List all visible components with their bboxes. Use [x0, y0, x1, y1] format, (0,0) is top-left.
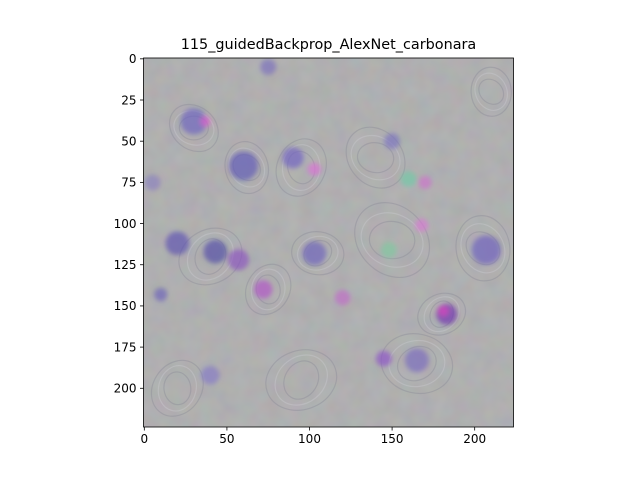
y-tick-label: 50 [121, 134, 136, 148]
feature-blob [380, 241, 397, 258]
feature-blob [404, 348, 429, 373]
feature-blob [227, 249, 250, 271]
feature-blob [154, 287, 168, 301]
y-tick-label: 125 [114, 258, 137, 272]
x-axis: 0 50 100 150 200 [141, 427, 486, 446]
swirl [178, 227, 243, 286]
y-tick-label: 25 [121, 93, 136, 107]
feature-blob [400, 171, 417, 188]
y-tick-label: 150 [114, 299, 137, 313]
figure-title: 115_guidedBackprop_AlexNet_carbonara [181, 37, 477, 53]
swirl [244, 263, 292, 316]
feature-blob [180, 108, 208, 135]
x-tick-label: 100 [298, 432, 321, 446]
y-tick-label: 100 [114, 217, 137, 231]
swirl [150, 359, 204, 417]
feature-blob [384, 133, 401, 150]
feature-blob [282, 147, 304, 169]
feature-blob [471, 235, 501, 265]
feature-blob [438, 305, 449, 317]
feature-blob [165, 231, 190, 256]
y-tick-label: 0 [129, 52, 137, 66]
feature-blob [375, 350, 392, 367]
swirl [470, 66, 512, 117]
feature-blob [307, 162, 322, 176]
y-axis: 0 25 50 75 100 125 150 175 200 [114, 52, 144, 396]
feature-blob [254, 280, 273, 299]
feature-blob [144, 174, 161, 191]
feature-blob [260, 59, 277, 75]
feature-blob [201, 365, 220, 385]
x-tick-label: 200 [463, 432, 486, 446]
x-tick-label: 150 [381, 432, 404, 446]
feature-blob [415, 218, 429, 232]
y-tick-label: 200 [114, 382, 137, 396]
feature-blob [203, 239, 228, 264]
swirl [265, 349, 338, 411]
y-tick-label: 75 [121, 176, 136, 190]
swirl [354, 202, 431, 279]
feature-blob [302, 241, 327, 266]
swirl [455, 215, 511, 282]
feature-blob [334, 289, 351, 306]
feature-blob [418, 175, 432, 189]
image-frame [143, 57, 514, 428]
feature-blob [228, 151, 258, 181]
x-tick-label: 0 [141, 432, 149, 446]
image-area [143, 58, 514, 427]
x-tick-label: 50 [219, 432, 234, 446]
blob-layer [144, 59, 501, 385]
feature-blob [200, 116, 211, 127]
y-tick-label: 175 [114, 340, 137, 354]
